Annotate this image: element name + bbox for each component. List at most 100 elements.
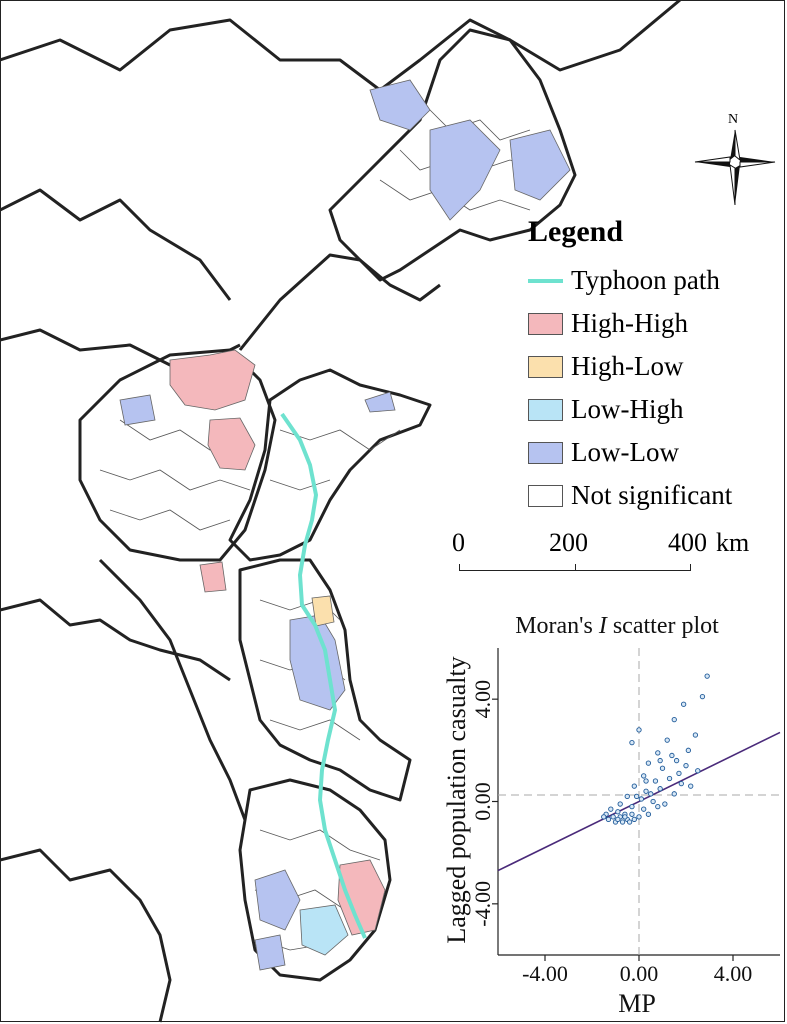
y-axis-label: Lagged population casualty — [442, 656, 471, 943]
cluster-fills — [119, 79, 571, 971]
scatter-point — [636, 727, 642, 733]
scatter-point — [615, 816, 621, 823]
scatter-point — [629, 811, 635, 817]
y-tick-label: -4.00 — [470, 881, 495, 927]
scatter-point — [608, 806, 614, 812]
low-low-region — [364, 391, 396, 413]
scatter-point — [650, 798, 656, 805]
scatter-point — [643, 778, 649, 784]
scatter-point — [641, 773, 647, 779]
north-label: N — [728, 112, 739, 127]
scatter-point — [652, 778, 659, 784]
scale-bar: 0 200 400 km — [440, 528, 770, 578]
scatter-point — [662, 801, 668, 807]
scatter-point — [671, 716, 677, 723]
scatter-point — [657, 786, 663, 792]
high-high-region — [207, 417, 256, 471]
high-low-region — [311, 595, 335, 627]
scatter-point — [659, 765, 666, 771]
scale-tick — [575, 564, 576, 571]
scatter-point — [676, 770, 682, 777]
high-high-region — [337, 859, 386, 936]
scale-tick-label: 0 — [452, 528, 465, 557]
legend-swatch — [528, 398, 563, 421]
scatter-point — [655, 750, 661, 756]
legend-title: Legend — [528, 215, 624, 248]
x-tick-label: -4.00 — [522, 961, 568, 986]
high-high-region — [169, 349, 256, 411]
compass-rose-icon — [694, 129, 776, 206]
scatter-point — [657, 757, 663, 764]
legend-item: Low-High — [528, 388, 783, 431]
scatter-point — [641, 806, 647, 812]
low-low-region — [509, 129, 571, 201]
legend-label: High-Low — [571, 351, 684, 381]
scatter-point — [688, 783, 694, 789]
high-high-region — [199, 561, 227, 593]
legend-swatch — [528, 355, 563, 378]
scatter-point — [605, 816, 612, 823]
scatter-point — [629, 803, 635, 810]
boundary-hebei-outer — [238, 253, 441, 351]
legend-label: Low-High — [571, 394, 684, 424]
scatter-point — [643, 788, 649, 794]
x-tick-label: 0.00 — [620, 961, 659, 986]
scatter-point — [631, 783, 637, 789]
north-arrow-icon: N — [690, 110, 780, 210]
y-tick-label: 4.00 — [470, 680, 495, 719]
boundary-inland — [98, 558, 247, 821]
legend-label: High-High — [571, 308, 688, 338]
scatter-point — [631, 816, 637, 823]
province-boundaries — [0, 0, 681, 1023]
y-tick-group: -4.00 0.00 4.00 — [470, 680, 498, 927]
scale-tick-label: 400 — [668, 528, 707, 557]
legend-item: High-High — [528, 302, 783, 345]
low-low-region — [369, 79, 431, 131]
legend-swatch — [528, 312, 563, 335]
scatter-point — [610, 814, 616, 820]
scatter-point — [683, 763, 689, 769]
scatter-point — [692, 732, 699, 738]
legend-item: Low-Low — [528, 431, 783, 474]
scatter-point — [699, 693, 706, 700]
x-tick-group: -4.00 0.00 4.00 — [522, 955, 752, 986]
low-low-region — [254, 934, 286, 971]
boundary-shandong — [228, 368, 432, 562]
scatter-point — [673, 757, 680, 764]
scatter-point — [645, 811, 652, 817]
low-low-region — [254, 869, 301, 931]
scale-tick — [459, 564, 460, 571]
scatter-title: Moran's I scatter plot — [515, 613, 719, 639]
scatter-point — [648, 791, 654, 797]
scatter-point — [678, 780, 684, 787]
low-high-region — [299, 904, 349, 956]
regression-line — [497, 731, 781, 872]
scatter-point — [638, 796, 644, 802]
scatter-point — [666, 775, 673, 782]
scatter-point — [636, 814, 642, 820]
scatter-point — [655, 803, 661, 810]
scatter-point — [601, 814, 607, 820]
scatter-point — [671, 791, 677, 797]
scatter-point — [634, 793, 640, 800]
typhoon-path — [280, 412, 367, 939]
scatter-point — [685, 747, 691, 753]
legend-label: Not significant — [571, 480, 733, 510]
boundary-west-a — [0, 188, 232, 301]
boundary-west-c — [0, 598, 231, 682]
legend: Legend Typhoon path High-High High-Low Low-… — [528, 215, 783, 517]
legend-label: Typhoon path — [571, 265, 720, 295]
scatter-points — [601, 673, 710, 825]
scale-unit: km — [716, 528, 750, 557]
legend-item: Typhoon path — [528, 259, 783, 302]
scatter-point — [629, 740, 635, 746]
boundary-jiangsu — [238, 558, 412, 802]
scatter-point — [681, 701, 687, 707]
scatter-point — [695, 768, 701, 774]
x-tick-label: 4.00 — [714, 961, 753, 986]
scatter-point — [615, 809, 621, 815]
x-axis-label: MP — [618, 989, 656, 1018]
scale-tick — [690, 564, 691, 571]
legend-swatch — [528, 441, 563, 464]
